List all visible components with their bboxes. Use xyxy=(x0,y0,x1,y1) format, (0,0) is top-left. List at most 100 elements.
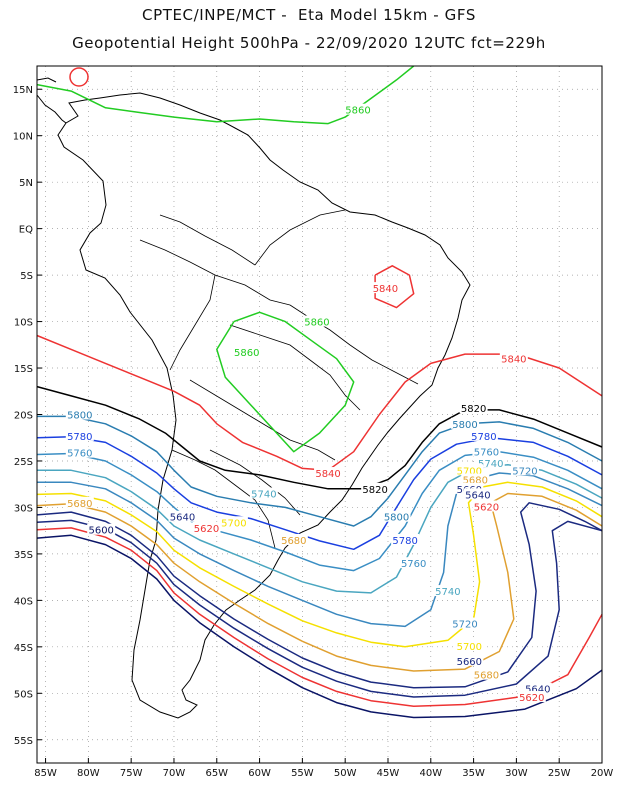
contour-label-bg xyxy=(523,682,552,694)
contour-5600 xyxy=(36,534,603,719)
contour-label-5760: 5760 xyxy=(401,559,426,570)
lat-tick-label: 35S xyxy=(14,550,33,561)
contour-label-bg xyxy=(391,533,420,545)
lon-tick-label: 75W xyxy=(120,768,143,779)
central-america-coastline xyxy=(36,77,67,124)
contour-label-5700: 5700 xyxy=(457,642,482,653)
contour-label-bg xyxy=(382,510,411,522)
contour-5680 xyxy=(36,492,603,672)
contour-label-bg xyxy=(455,464,484,476)
contour-label-bg xyxy=(476,456,505,468)
contour-5840 xyxy=(374,265,415,309)
contour-label-5800: 5800 xyxy=(67,411,92,422)
contour-label-bg xyxy=(455,639,484,651)
contour-label-5840: 5840 xyxy=(315,469,340,480)
lon-tick-label: 65W xyxy=(205,768,228,779)
contour-label-bg xyxy=(168,510,197,522)
contour-label-bg xyxy=(451,417,480,429)
contour-label-5680: 5680 xyxy=(474,671,499,682)
contour-label-5660: 5660 xyxy=(457,657,482,668)
contour-label-bg xyxy=(314,467,343,479)
contour-label-bg xyxy=(472,500,501,512)
lat-tick-label: 45S xyxy=(14,643,33,654)
lon-tick-label: 70W xyxy=(163,768,186,779)
longitude-tick-labels: 85W 80W 75W 70W 65W 60W 55W 50W 45W 40W 35W 30W 25W 2… xyxy=(34,768,613,779)
map-subtitle: Geopotential Height 500hPa - 22/09/2020 … xyxy=(72,34,546,52)
contour-label-5780: 5780 xyxy=(392,536,417,547)
contour-label-bg xyxy=(192,521,221,533)
contour-label-5640: 5640 xyxy=(170,513,195,524)
contour-label-bg xyxy=(461,473,490,485)
lat-tick-label: 50S xyxy=(14,689,33,700)
contour-label-5860: 5860 xyxy=(345,106,370,117)
contour-label-bg xyxy=(65,429,94,441)
south-america-coastline xyxy=(57,92,471,719)
contour-label-5720: 5720 xyxy=(452,620,477,631)
contour-label-5820: 5820 xyxy=(461,404,486,415)
map-frame xyxy=(36,65,603,764)
contour-label-bg xyxy=(510,464,539,476)
contour-label-5720: 5720 xyxy=(512,466,537,477)
contour-label-bg xyxy=(517,691,546,703)
contour-5700 xyxy=(36,481,603,648)
contour-label-bg xyxy=(463,488,492,500)
contour-label-bg xyxy=(65,408,94,420)
closed-contour-5840-caribbean xyxy=(69,67,89,87)
contour-label-5760: 5760 xyxy=(474,448,499,459)
contour-label-bg xyxy=(469,429,498,441)
lat-tick-label: 5N xyxy=(19,178,33,189)
contour-label-5620: 5620 xyxy=(519,693,544,704)
contour-5800 xyxy=(37,415,603,527)
contour-5840 xyxy=(36,334,603,472)
contour-label-bg xyxy=(87,523,116,535)
contour-label-5600: 5600 xyxy=(88,526,113,537)
lat-tick-label: 10N xyxy=(13,132,33,143)
contour-label-bg xyxy=(279,533,308,545)
contour-label-5640: 5640 xyxy=(465,490,490,501)
contour-label-bg xyxy=(344,103,373,115)
lon-tick-label: 85W xyxy=(34,768,57,779)
contour-label-5780: 5780 xyxy=(67,432,92,443)
country-borders xyxy=(139,209,419,549)
contour-label-bg xyxy=(249,487,278,499)
contour-label-5680: 5680 xyxy=(281,536,306,547)
contour-labels: 5860 5860 5860 5840 5840 5840 5820 5820 5800 5800… xyxy=(65,103,552,704)
contour-label-5840: 5840 xyxy=(501,355,526,366)
contour-label-5860: 5860 xyxy=(234,348,259,359)
contour-5820 xyxy=(36,385,603,490)
lon-tick-label: 25W xyxy=(548,768,571,779)
lon-tick-label: 80W xyxy=(77,768,100,779)
lat-tick-label: 30S xyxy=(14,503,33,514)
contour-label-5740: 5740 xyxy=(478,459,503,470)
contour-label-5780: 5780 xyxy=(471,432,496,443)
contour-label-bg xyxy=(433,585,462,597)
lon-tick-label: 60W xyxy=(248,768,271,779)
contour-label-bg xyxy=(472,445,501,457)
contour-label-5840: 5840 xyxy=(373,284,398,295)
lat-tick-label: 15N xyxy=(13,85,33,96)
lat-tick-label: EQ xyxy=(19,225,33,236)
contour-label-5620: 5620 xyxy=(194,524,219,535)
latitude-tick-labels: 15N 10N 5N EQ 5S 10S 15S 20S 25S 30S 35S 40S 45S 50S 5… xyxy=(13,85,33,747)
lon-tick-label: 40W xyxy=(419,768,442,779)
contour-label-5680: 5680 xyxy=(67,499,92,510)
contour-label-bg xyxy=(361,482,390,494)
contour-label-5760: 5760 xyxy=(67,449,92,460)
contour-label-5860: 5860 xyxy=(304,318,329,329)
contour-label-bg xyxy=(302,315,331,327)
contour-label-bg xyxy=(65,496,94,508)
lat-tick-label: 40S xyxy=(14,596,33,607)
contour-label-5680: 5680 xyxy=(463,476,488,487)
contour-label-5620: 5620 xyxy=(474,503,499,514)
lon-tick-label: 35W xyxy=(462,768,485,779)
contour-label-bg xyxy=(65,446,94,458)
contour-label-5800: 5800 xyxy=(384,513,409,524)
lat-tick-label: 55S xyxy=(14,736,33,747)
contour-label-bg xyxy=(499,352,528,364)
contour-5860 xyxy=(216,311,355,453)
contour-label-bg xyxy=(219,516,248,528)
contour-label-bg xyxy=(399,557,428,569)
lon-tick-label: 45W xyxy=(377,768,400,779)
lon-tick-label: 50W xyxy=(334,768,357,779)
